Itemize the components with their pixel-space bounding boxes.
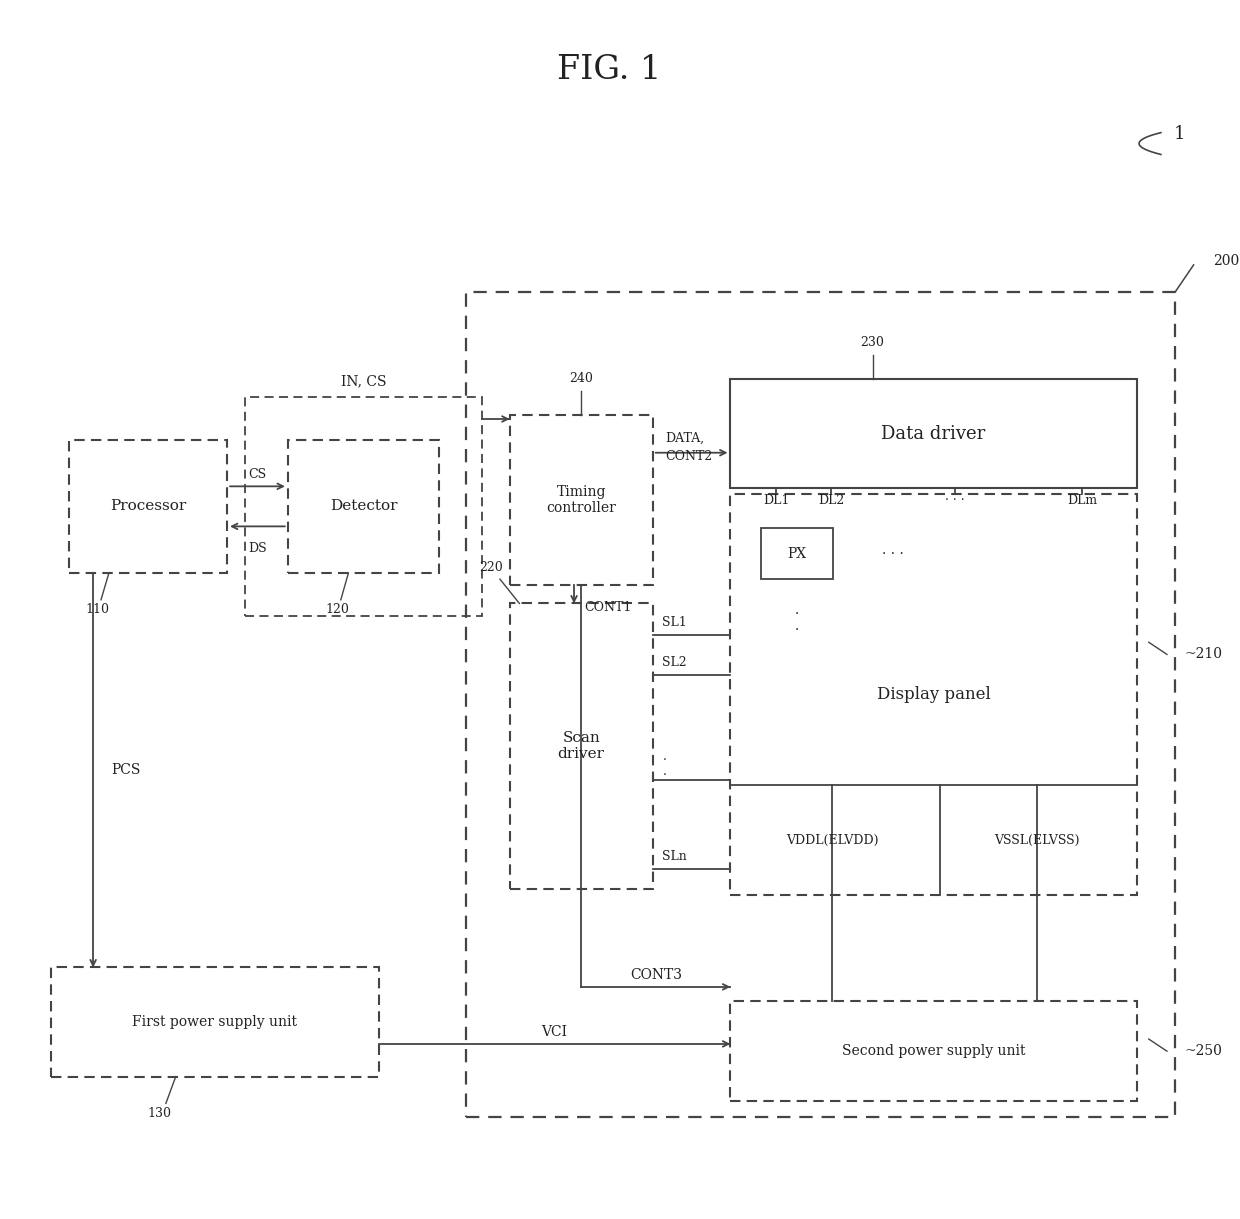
Text: CONT2: CONT2 [665, 450, 712, 463]
Text: Processor: Processor [110, 500, 186, 513]
Text: ~210: ~210 [1184, 647, 1223, 662]
FancyBboxPatch shape [760, 528, 833, 579]
FancyBboxPatch shape [510, 603, 652, 889]
Text: 110: 110 [86, 603, 110, 616]
FancyBboxPatch shape [288, 440, 439, 573]
Text: FIG. 1: FIG. 1 [557, 54, 661, 85]
Text: CS: CS [248, 468, 267, 480]
Text: VCI: VCI [542, 1025, 568, 1039]
FancyBboxPatch shape [51, 968, 378, 1076]
Text: CONT1: CONT1 [584, 601, 631, 613]
Text: · · ·: · · · [882, 546, 904, 561]
Text: 130: 130 [148, 1107, 171, 1119]
Text: CONT3: CONT3 [630, 968, 682, 981]
Text: ~250: ~250 [1184, 1045, 1223, 1058]
Text: Second power supply unit: Second power supply unit [842, 1045, 1025, 1058]
Text: 200: 200 [1213, 255, 1240, 268]
Text: DL1: DL1 [764, 494, 790, 507]
Text: PCS: PCS [112, 763, 140, 778]
Text: Scan
driver: Scan driver [558, 731, 605, 761]
Text: Data driver: Data driver [882, 424, 986, 442]
Text: Detector: Detector [330, 500, 397, 513]
FancyBboxPatch shape [69, 440, 227, 573]
FancyBboxPatch shape [730, 1002, 1137, 1101]
Text: · · ·: · · · [945, 494, 965, 507]
Text: VSSL(ELVSS): VSSL(ELVSS) [994, 834, 1080, 846]
Text: ·
·: · · [662, 755, 666, 783]
FancyBboxPatch shape [730, 494, 1137, 895]
Text: SL1: SL1 [662, 616, 687, 629]
Text: DLm: DLm [1066, 494, 1097, 507]
Text: 1: 1 [1173, 124, 1185, 143]
Text: 120: 120 [326, 603, 350, 616]
Text: Timing
controller: Timing controller [547, 485, 616, 516]
Text: VDDL(ELVDD): VDDL(ELVDD) [786, 834, 878, 846]
Text: SLn: SLn [662, 850, 687, 863]
Text: 220: 220 [480, 561, 503, 573]
Text: 240: 240 [569, 373, 593, 385]
FancyBboxPatch shape [730, 379, 1137, 488]
Text: ·
·: · · [795, 607, 800, 636]
Text: 230: 230 [861, 336, 884, 349]
Text: PX: PX [787, 546, 807, 561]
FancyBboxPatch shape [510, 416, 652, 585]
Text: IN, CS: IN, CS [341, 374, 387, 389]
Text: Display panel: Display panel [877, 686, 991, 703]
Text: DS: DS [248, 542, 267, 555]
Text: DL2: DL2 [818, 494, 844, 507]
Text: SL2: SL2 [662, 656, 687, 669]
Text: DATA,: DATA, [665, 432, 704, 445]
Text: First power supply unit: First power supply unit [133, 1015, 298, 1029]
